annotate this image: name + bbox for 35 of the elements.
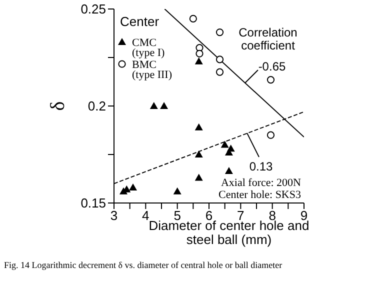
point: [266, 76, 275, 84]
point: [266, 131, 275, 139]
legend-title: Center: [120, 14, 160, 29]
y-axis-title: δ: [47, 101, 69, 111]
text: Fig. 14 Logarithmic decrement δ vs. diameter of central hole or ball diameter: [3, 260, 284, 270]
x-tick-label: 6: [205, 208, 213, 224]
point: [194, 174, 203, 181]
y-tick-label: 0.25: [80, 2, 106, 17]
x-tick-label: 4: [142, 208, 150, 224]
point: [173, 187, 182, 194]
point: [129, 183, 137, 190]
annotation: -0.65: [258, 60, 286, 74]
annotation: Axial force: 200N: [220, 176, 302, 189]
point: [224, 148, 233, 156]
y-tick-label: 0.2: [88, 98, 106, 114]
annotation: Center hole: SKS3: [218, 188, 302, 201]
point: [160, 102, 168, 109]
point: [220, 140, 229, 148]
annotation: 0.13: [249, 160, 273, 174]
point: [194, 123, 203, 130]
y-tick-label: 0.15: [80, 196, 106, 211]
point: [196, 50, 204, 58]
point: [150, 102, 158, 109]
point: [194, 150, 203, 158]
annotation: Correlation coefficient: [238, 26, 298, 53]
point: [194, 57, 203, 64]
point: [224, 166, 233, 174]
legend-label: CMC (type I): [132, 37, 166, 59]
point: [216, 56, 224, 64]
x-tick-label: 3: [110, 208, 118, 224]
legend-label: BMC (type III): [132, 59, 172, 81]
x-tick-label: 5: [174, 208, 181, 224]
point: [189, 14, 197, 22]
point: [216, 68, 224, 76]
point: [216, 28, 224, 36]
